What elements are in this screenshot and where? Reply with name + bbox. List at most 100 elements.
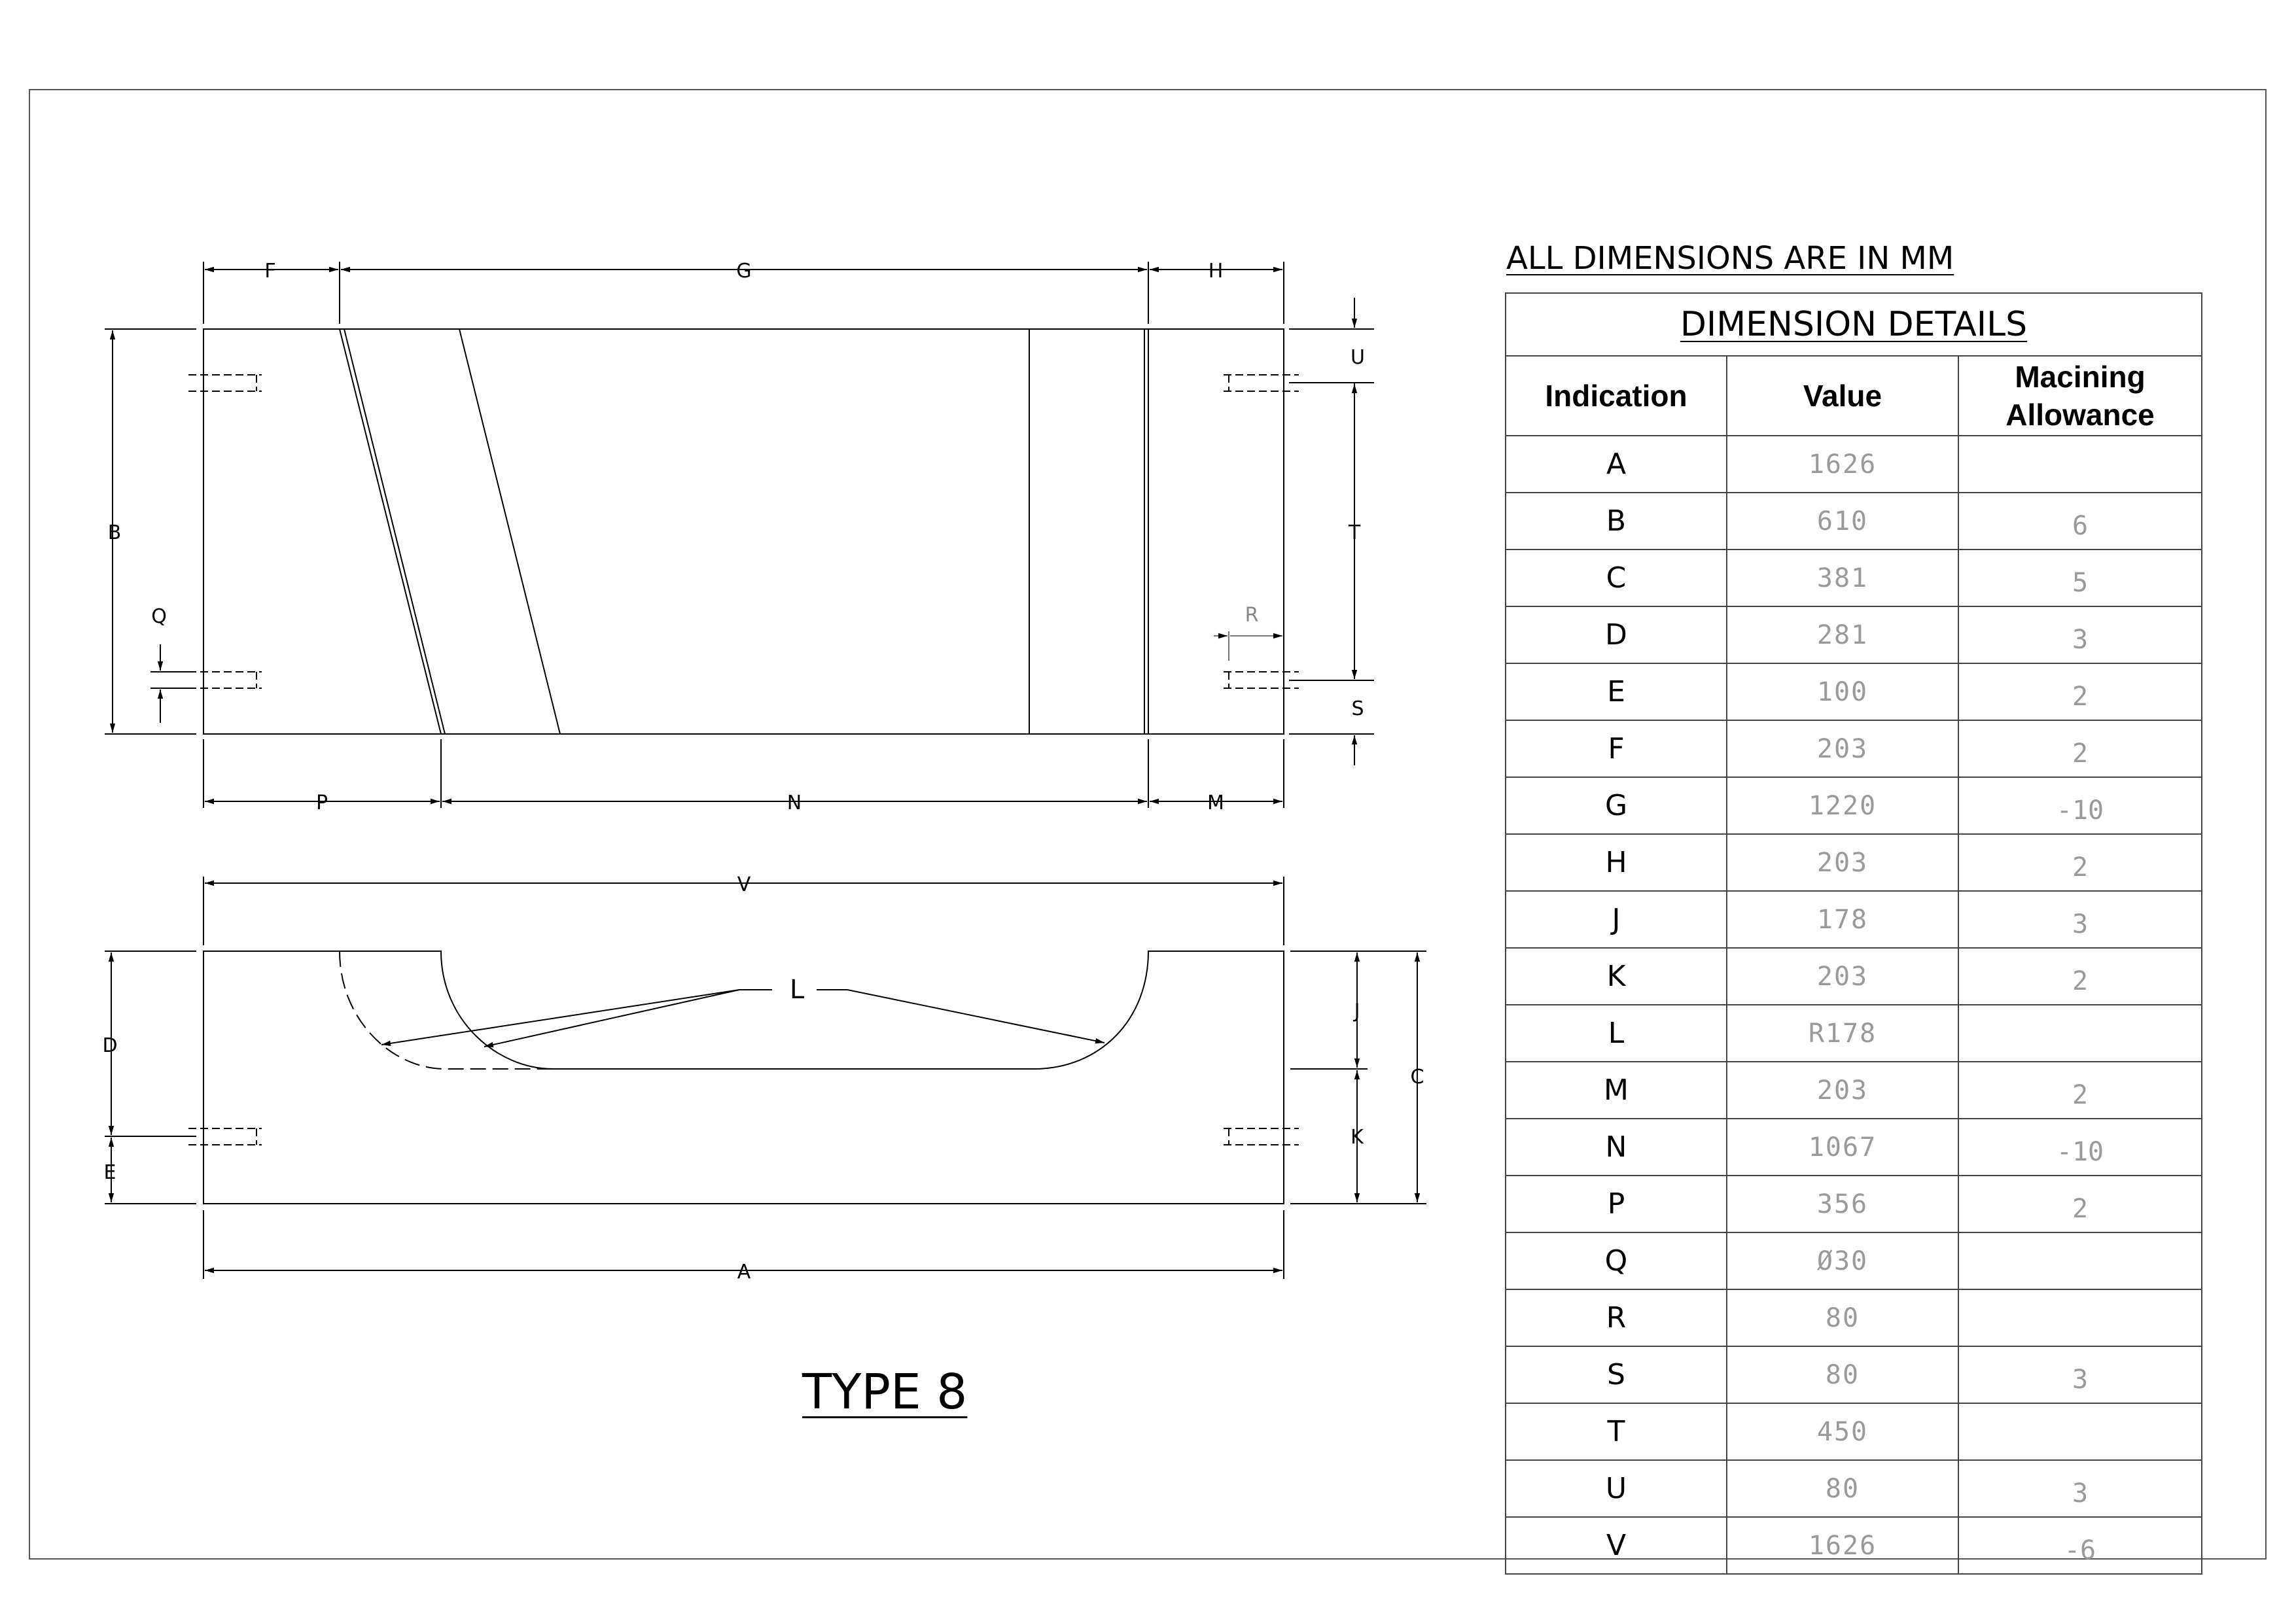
cell-indication: E xyxy=(1505,663,1727,721)
drawing-title: TYPE 8 xyxy=(802,1364,968,1420)
cell-value: 450 xyxy=(1726,1403,1959,1461)
cell-indication: D xyxy=(1505,606,1727,664)
cell-indication: H xyxy=(1505,833,1727,892)
cell-indication: J xyxy=(1505,890,1727,949)
cell-indication: M xyxy=(1505,1061,1727,1119)
label-M: M xyxy=(1207,792,1224,814)
cell-indication: P xyxy=(1505,1175,1727,1233)
header-indication: Indication xyxy=(1505,355,1727,436)
cell-indication: A xyxy=(1505,435,1727,493)
label-H: H xyxy=(1209,260,1224,283)
table-row: E 100 2 xyxy=(1505,663,2202,721)
label-P: P xyxy=(316,792,328,814)
dimension-table: DIMENSION DETAILS Indication Value Macin… xyxy=(1505,292,2202,1575)
slant-line-3 xyxy=(459,328,561,735)
cell-allowance: -6 xyxy=(1958,1516,2202,1575)
cell-indication: N xyxy=(1505,1118,1727,1176)
table-row: H 203 2 xyxy=(1505,833,2202,892)
table-caption: DIMENSION DETAILS xyxy=(1505,292,2202,357)
cell-value: 281 xyxy=(1726,606,1959,664)
hidden-hole-front-right xyxy=(1224,1128,1299,1145)
front-view xyxy=(105,877,1426,1279)
label-E: E xyxy=(104,1161,116,1184)
hidden-hole-bottom-left xyxy=(188,671,262,689)
cell-value: 1626 xyxy=(1726,435,1959,493)
leader-L-2 xyxy=(484,989,740,1048)
cell-allowance: 3 xyxy=(1958,606,2202,664)
cell-value: 1626 xyxy=(1726,1516,1959,1575)
table-row: T 450 xyxy=(1505,1403,2202,1461)
cell-value: 203 xyxy=(1726,1061,1959,1119)
hidden-hole-bottom-right xyxy=(1224,671,1299,689)
label-L: L xyxy=(790,975,805,1005)
table-row: B 610 6 xyxy=(1505,492,2202,550)
cell-indication: S xyxy=(1505,1346,1727,1404)
top-view-outline xyxy=(203,328,1284,735)
table-row: Q Ø30 xyxy=(1505,1232,2202,1290)
leader-L-1 xyxy=(381,989,740,1047)
cell-indication: C xyxy=(1505,549,1727,607)
leader-L-3 xyxy=(847,989,1105,1044)
table-row: L R178 xyxy=(1505,1004,2202,1062)
front-view-outline xyxy=(203,951,1284,1204)
cell-allowance xyxy=(1958,435,2202,493)
hidden-hole-top-right xyxy=(1224,374,1299,392)
units-note: ALL DIMENSIONS ARE IN MM xyxy=(1506,240,1954,277)
table-row: R 80 xyxy=(1505,1289,2202,1347)
cell-allowance: 6 xyxy=(1958,492,2202,550)
label-F: F xyxy=(264,260,275,283)
cell-indication: L xyxy=(1505,1004,1727,1062)
cell-value: 203 xyxy=(1726,720,1959,778)
label-V: V xyxy=(737,873,751,896)
label-U: U xyxy=(1351,346,1365,369)
slant-line-2 xyxy=(344,328,446,735)
cell-value: 80 xyxy=(1726,1346,1959,1404)
cell-allowance: 3 xyxy=(1958,890,2202,949)
table-row: A 1626 xyxy=(1505,435,2202,493)
label-C: C xyxy=(1411,1066,1424,1089)
label-T: T xyxy=(1348,521,1361,544)
cell-value: 610 xyxy=(1726,492,1959,550)
hidden-hole-front-left xyxy=(188,1128,262,1145)
label-G: G xyxy=(736,260,751,283)
slant-line-1 xyxy=(339,328,442,735)
cell-value: 1220 xyxy=(1726,777,1959,835)
cell-value: 203 xyxy=(1726,947,1959,1005)
cell-value: 100 xyxy=(1726,663,1959,721)
cell-allowance: 2 xyxy=(1958,833,2202,892)
table-row: S 80 3 xyxy=(1505,1346,2202,1404)
label-A: A xyxy=(737,1261,751,1283)
cell-indication: R xyxy=(1505,1289,1727,1347)
cell-allowance: 2 xyxy=(1958,663,2202,721)
cell-value: 1067 xyxy=(1726,1118,1959,1176)
cell-allowance xyxy=(1958,1403,2202,1461)
cell-value: 381 xyxy=(1726,549,1959,607)
cell-value: 80 xyxy=(1726,1289,1959,1347)
label-J: J xyxy=(1353,1000,1360,1022)
cell-allowance: 2 xyxy=(1958,947,2202,1005)
cell-allowance: -10 xyxy=(1958,777,2202,835)
cell-indication: G xyxy=(1505,777,1727,835)
table-row: G 1220 -10 xyxy=(1505,777,2202,835)
cell-value: 356 xyxy=(1726,1175,1959,1233)
table-caption-text: DIMENSION DETAILS xyxy=(1680,305,2028,344)
label-R: R xyxy=(1245,604,1259,627)
label-N: N xyxy=(787,792,802,814)
cell-indication: U xyxy=(1505,1459,1727,1518)
header-allowance-line2: Allowance xyxy=(2005,398,2155,432)
cell-allowance: 3 xyxy=(1958,1459,2202,1518)
cell-allowance: 5 xyxy=(1958,549,2202,607)
header-allowance-line1: Macining xyxy=(2015,360,2146,394)
cell-allowance xyxy=(1958,1004,2202,1062)
cell-allowance: 3 xyxy=(1958,1346,2202,1404)
header-allowance: Macining Allowance xyxy=(1958,355,2202,436)
table-row: K 203 2 xyxy=(1505,947,2202,1005)
table-row: F 203 2 xyxy=(1505,720,2202,778)
table-row: J 178 3 xyxy=(1505,890,2202,949)
table-row: U 80 3 xyxy=(1505,1459,2202,1518)
cell-indication: Q xyxy=(1505,1232,1727,1290)
table-row: M 203 2 xyxy=(1505,1061,2202,1119)
cell-indication: T xyxy=(1505,1403,1727,1461)
